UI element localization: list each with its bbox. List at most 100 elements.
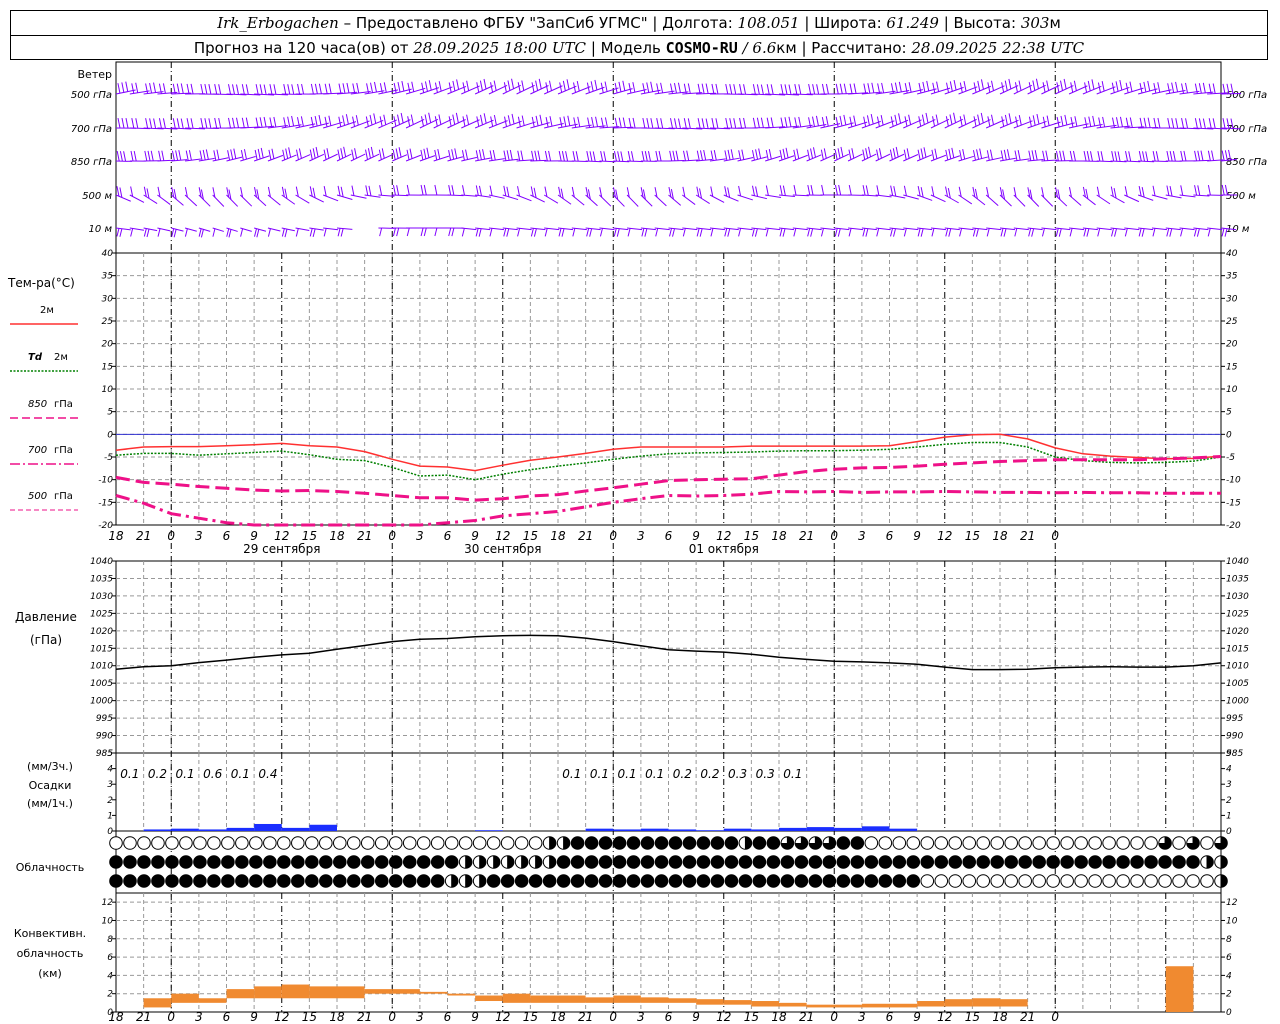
cloud-circle (962, 836, 977, 850)
cloud-circle (1158, 855, 1172, 869)
cloud-cover-symbol (165, 874, 179, 888)
wind-barb-flag (493, 114, 497, 126)
wind-barb-flag (838, 184, 842, 196)
cloud-cover-symbol (626, 855, 641, 869)
wind-barb-flag (1060, 115, 1064, 127)
hour-label-bottom: 3 (416, 1010, 424, 1024)
wind-barb-flag (798, 84, 802, 95)
cloud-circle (1074, 855, 1088, 869)
wind-barb-4 (475, 227, 491, 237)
cloud-cover-symbol (402, 874, 417, 888)
cloud-cover-symbol (374, 874, 389, 888)
cloud-cover-symbol (221, 855, 235, 869)
wind-barb-flag (204, 83, 208, 95)
precip-bar (779, 827, 807, 831)
cloud-cover-symbol (598, 874, 613, 888)
cloud-cover-symbol (416, 836, 431, 850)
wind-barb-shaft (972, 85, 992, 95)
hour-label-bottom: 0 (167, 1010, 175, 1024)
wind-barb-1 (696, 118, 717, 130)
cloud-circle (151, 836, 165, 850)
precip-bar (585, 828, 614, 831)
wind-barb-flag (853, 115, 857, 126)
wind-barb-shaft (433, 155, 450, 162)
cloud-half (507, 855, 514, 869)
wind-barb-0 (129, 82, 150, 95)
wind-barb-2 (820, 148, 836, 162)
cloud-circle (934, 836, 949, 850)
wind-barb-flag (190, 83, 194, 94)
wind-barb-1 (350, 115, 370, 129)
wind-barb-flag (1228, 149, 1232, 161)
wind-barb-flag (256, 229, 260, 238)
cloud-half (479, 874, 486, 888)
wind-barb-flag (1028, 150, 1032, 161)
wind-barb-3 (1207, 184, 1224, 196)
wind-barb-flag (715, 83, 719, 95)
wind-barb-3 (861, 185, 878, 197)
wind-barb-flag (871, 82, 875, 93)
cloud-circle (346, 874, 361, 888)
cloud-circle (1074, 874, 1088, 888)
wind-barb-3 (930, 186, 946, 203)
wind-barb-3 (1151, 185, 1168, 200)
wind-barb-flag (755, 186, 759, 197)
wind-barb-flag (784, 117, 788, 128)
cloud-circle (584, 836, 599, 850)
wind-barb-flag (658, 150, 662, 162)
cloud-cover-symbol (1046, 855, 1060, 869)
wind-barb-flag (257, 148, 261, 160)
wind-barb-flag (1155, 151, 1159, 162)
cloud-cover-symbol (319, 874, 333, 888)
wind-barb-flag (959, 149, 963, 161)
wind-barb-flag (378, 149, 382, 160)
wind-barb-flag (1082, 186, 1086, 198)
wind-barb-4 (585, 227, 601, 237)
wind-barb-4 (281, 227, 295, 238)
wind-barb-flag (178, 150, 182, 161)
wind-barb-shaft (696, 158, 713, 162)
wind-barb-flag (986, 187, 990, 198)
wind-barb-shaft (820, 123, 841, 129)
wind-barb-shaft (654, 90, 675, 95)
cloud-circle (752, 836, 767, 850)
cloud-cover-symbol (906, 855, 921, 869)
wind-barb-flag (738, 228, 742, 237)
hour-label-bottom: 15 (523, 1010, 538, 1024)
wind-barb-4 (737, 227, 753, 237)
cloud-circle (920, 836, 935, 850)
wind-barb-flag (271, 148, 275, 159)
wind-barb-flag (343, 146, 347, 157)
cloud-circle (528, 836, 543, 850)
wind-barb-flag (1098, 117, 1102, 128)
provider-text: – Предоставлено ФГБУ "ЗапСиб УГМС" (343, 14, 648, 32)
cloud-circle (388, 855, 403, 869)
wind-barb-flag (991, 80, 994, 91)
wind-barb-flag (295, 228, 299, 237)
wind-barb-2 (696, 149, 713, 162)
wind-barb-flag (411, 81, 415, 92)
wind-barb-shaft (1082, 194, 1096, 206)
wind-barb-3 (1054, 187, 1068, 207)
hour-label: 18 (992, 529, 1008, 543)
wind-barb-flag (1194, 83, 1198, 94)
cloud-cover-symbol (794, 836, 809, 850)
wind-barb-0 (1055, 78, 1074, 95)
wind-level-label-left: 500 гПа (71, 90, 112, 101)
wind-barb-flag (227, 150, 231, 161)
wind-barb-flag (1230, 118, 1234, 129)
wind-barb-2 (475, 149, 491, 162)
wind-barb-flag (932, 116, 936, 127)
pres-y-label-right: 1010 (1226, 662, 1249, 672)
wind-barb-4 (295, 227, 310, 237)
wind-barb-shaft (1151, 160, 1168, 163)
wind-barb-flag (614, 82, 618, 94)
cloud-cover-symbol (710, 836, 725, 850)
precip-y-label-left: 1 (107, 811, 113, 821)
cloud-circle (710, 874, 725, 888)
wind-barb-flag (1180, 228, 1184, 237)
wind-barb-flag (1166, 228, 1170, 237)
wind-barb-2 (889, 146, 905, 162)
wind-barb-flag (839, 83, 843, 94)
pres-y-label-left: 1025 (90, 609, 113, 619)
